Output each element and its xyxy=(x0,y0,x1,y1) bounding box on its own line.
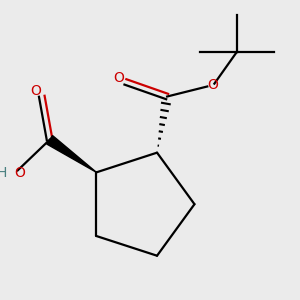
Text: H: H xyxy=(0,166,7,180)
Polygon shape xyxy=(47,136,96,172)
Text: O: O xyxy=(30,84,41,98)
Text: O: O xyxy=(208,78,218,92)
Text: O: O xyxy=(114,70,124,85)
Text: O: O xyxy=(14,166,26,180)
